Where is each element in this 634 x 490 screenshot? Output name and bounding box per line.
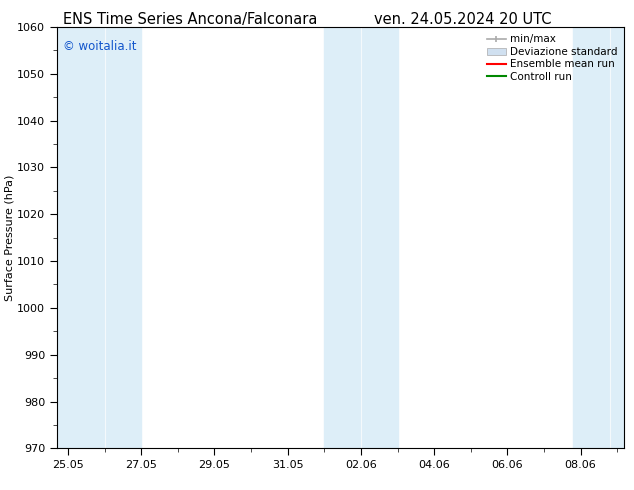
Y-axis label: Surface Pressure (hPa): Surface Pressure (hPa) — [4, 174, 15, 301]
Text: ven. 24.05.2024 20 UTC: ven. 24.05.2024 20 UTC — [374, 12, 552, 27]
Bar — [57, 27, 141, 448]
Text: © woitalia.it: © woitalia.it — [63, 40, 136, 52]
Legend: min/max, Deviazione standard, Ensemble mean run, Controll run: min/max, Deviazione standard, Ensemble m… — [485, 32, 619, 84]
Bar — [573, 27, 624, 448]
Text: ENS Time Series Ancona/Falconara: ENS Time Series Ancona/Falconara — [63, 12, 318, 27]
Bar — [325, 27, 398, 448]
